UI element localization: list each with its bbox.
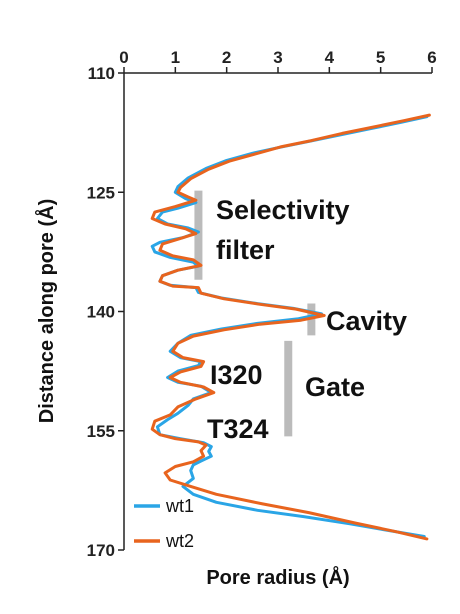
annotation-cavity: Cavity bbox=[326, 306, 407, 336]
x-tick-label: 0 bbox=[119, 48, 128, 67]
legend: wt1 wt2 bbox=[134, 496, 194, 551]
y-tick-label: 110 bbox=[88, 64, 115, 83]
x-tick-label: 1 bbox=[171, 48, 180, 67]
x-tick-label: 2 bbox=[222, 48, 231, 67]
annotation-selectivity-filter-line2: filter bbox=[216, 235, 275, 265]
series-line-wt2 bbox=[150, 113, 431, 541]
series-lines bbox=[150, 113, 431, 541]
y-tick-label: 140 bbox=[87, 303, 115, 322]
annotation-selectivity-filter-line1: Selectivity bbox=[216, 195, 350, 225]
x-ticks: 0 1 2 3 4 5 6 bbox=[119, 48, 437, 73]
annotation-bars bbox=[194, 190, 316, 437]
plot-area: 0 1 2 3 4 5 6 110 125 140 155 170 bbox=[87, 48, 437, 560]
series-line-wt1 bbox=[150, 115, 429, 538]
y-ticks: 110 125 140 155 170 bbox=[87, 64, 124, 560]
annotation-t324: T324 bbox=[207, 414, 269, 444]
y-tick-label: 170 bbox=[87, 541, 115, 560]
legend-label-wt1: wt1 bbox=[165, 496, 194, 516]
annotation-gate: Gate bbox=[305, 372, 365, 402]
x-axis-title: Pore radius (Å) bbox=[206, 565, 349, 589]
x-tick-label: 4 bbox=[325, 48, 335, 67]
y-tick-label: 155 bbox=[87, 422, 115, 441]
annotation-i320: I320 bbox=[210, 360, 263, 390]
y-tick-label: 125 bbox=[87, 183, 115, 202]
legend-label-wt2: wt2 bbox=[165, 531, 194, 551]
y-axis-title: Distance along pore (Å) bbox=[34, 199, 58, 423]
x-tick-label: 5 bbox=[376, 48, 385, 67]
x-tick-label: 6 bbox=[427, 48, 436, 67]
x-tick-label: 3 bbox=[273, 48, 282, 67]
